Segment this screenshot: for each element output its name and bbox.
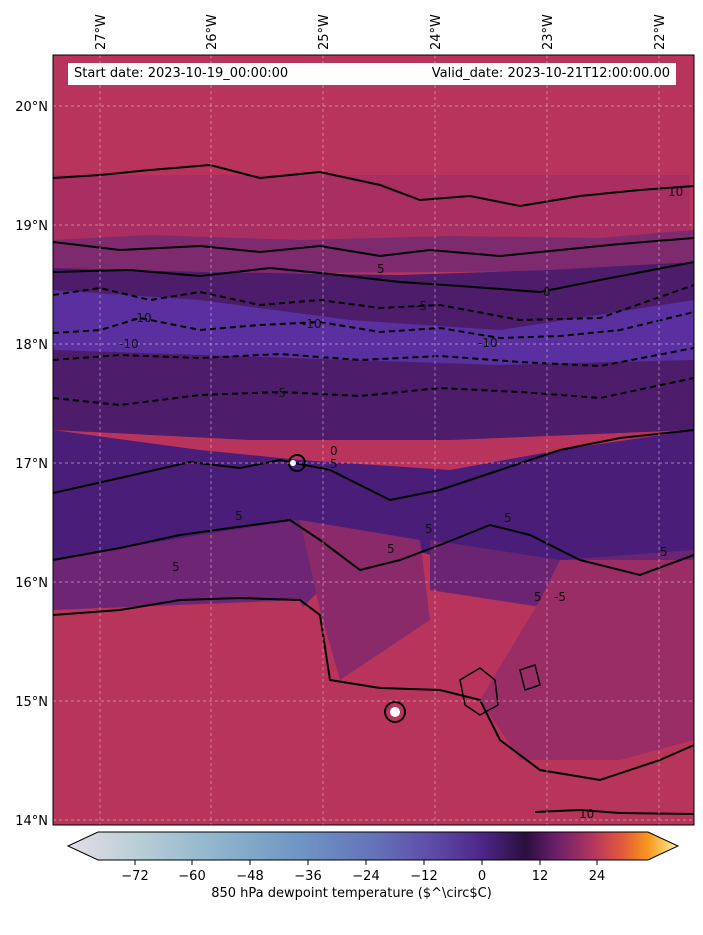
contour-label: 5	[235, 509, 243, 523]
colorbar-tick-label: −36	[294, 869, 321, 884]
lat-tick-label: 16°N	[15, 576, 48, 591]
contour-label: -5	[554, 590, 566, 604]
valid-date-text: Valid_date: 2023-10-21T12:00:00.00	[431, 66, 670, 81]
map-frame	[52, 54, 695, 826]
gridlines	[53, 55, 694, 825]
contour-label: 0	[330, 444, 338, 458]
start-date-text: Start date: 2023-10-19_00:00:00	[74, 66, 289, 81]
date-info-box: Start date: 2023-10-19_00:00:00 Valid_da…	[68, 63, 676, 85]
lat-tick-label: 17°N	[15, 457, 48, 472]
contour-label: 5	[504, 511, 512, 525]
contour-lines	[53, 163, 694, 815]
contour-label: 5	[172, 560, 180, 574]
contour-label: 5	[425, 522, 433, 536]
contour-label: -10	[119, 337, 139, 351]
lon-tick-label: 26°W	[205, 14, 220, 50]
lon-tick-label: 24°W	[429, 14, 444, 50]
contour-label: -10	[302, 317, 322, 331]
lon-tick-label: 27°W	[94, 14, 109, 50]
contour-label: 5	[330, 457, 338, 471]
contour-label: 10	[579, 807, 594, 821]
lon-tick-label: 22°W	[653, 14, 668, 50]
colorbar-tick-label: −48	[236, 869, 263, 884]
colorbar-tick-label: −60	[178, 869, 205, 884]
contour-label: -10	[132, 311, 152, 325]
colorbar-bar	[66, 831, 680, 861]
contour-label: 0	[543, 285, 551, 299]
contour-label: -5	[415, 299, 427, 313]
longitude-ticks: 27°W 26°W 25°W 24°W 23°W 22°W	[94, 14, 668, 50]
colorbar: −72 −60 −48 −36 −24 −12 0 12 24	[66, 831, 680, 884]
contour-label: 5	[660, 545, 668, 559]
contour-label: 5	[534, 590, 542, 604]
contour-label: -5	[274, 386, 286, 400]
colorbar-tick-label: −24	[352, 869, 379, 884]
latitude-ticks: 20°N 19°N 18°N 17°N 16°N 15°N 14°N	[15, 100, 48, 829]
lat-tick-label: 20°N	[15, 100, 48, 115]
lat-tick-label: 15°N	[15, 695, 48, 710]
colorbar-tick-label: 12	[532, 869, 549, 884]
contour-label: -10	[478, 336, 498, 350]
contour-labels: 10 5 0 -5 -10 -10 -10 -10 -5 0 5 5 5 5 5…	[119, 185, 683, 821]
colorbar-tick-label: 24	[589, 869, 606, 884]
lat-tick-label: 19°N	[15, 219, 48, 234]
colorbar-tick-label: −12	[410, 869, 437, 884]
contour-label: 5	[377, 262, 385, 276]
colorbar-label: 850 hPa dewpoint temperature ($^\circ$C)	[211, 886, 492, 901]
colorbar-tick-label: −72	[121, 869, 148, 884]
colorbar-tick-label: 0	[478, 869, 486, 884]
lat-tick-label: 14°N	[15, 814, 48, 829]
lon-tick-label: 23°W	[541, 14, 556, 50]
contour-label: 10	[668, 185, 683, 199]
lon-tick-label: 25°W	[317, 14, 332, 50]
lat-tick-label: 18°N	[15, 338, 48, 353]
contour-label: 5	[387, 542, 395, 556]
